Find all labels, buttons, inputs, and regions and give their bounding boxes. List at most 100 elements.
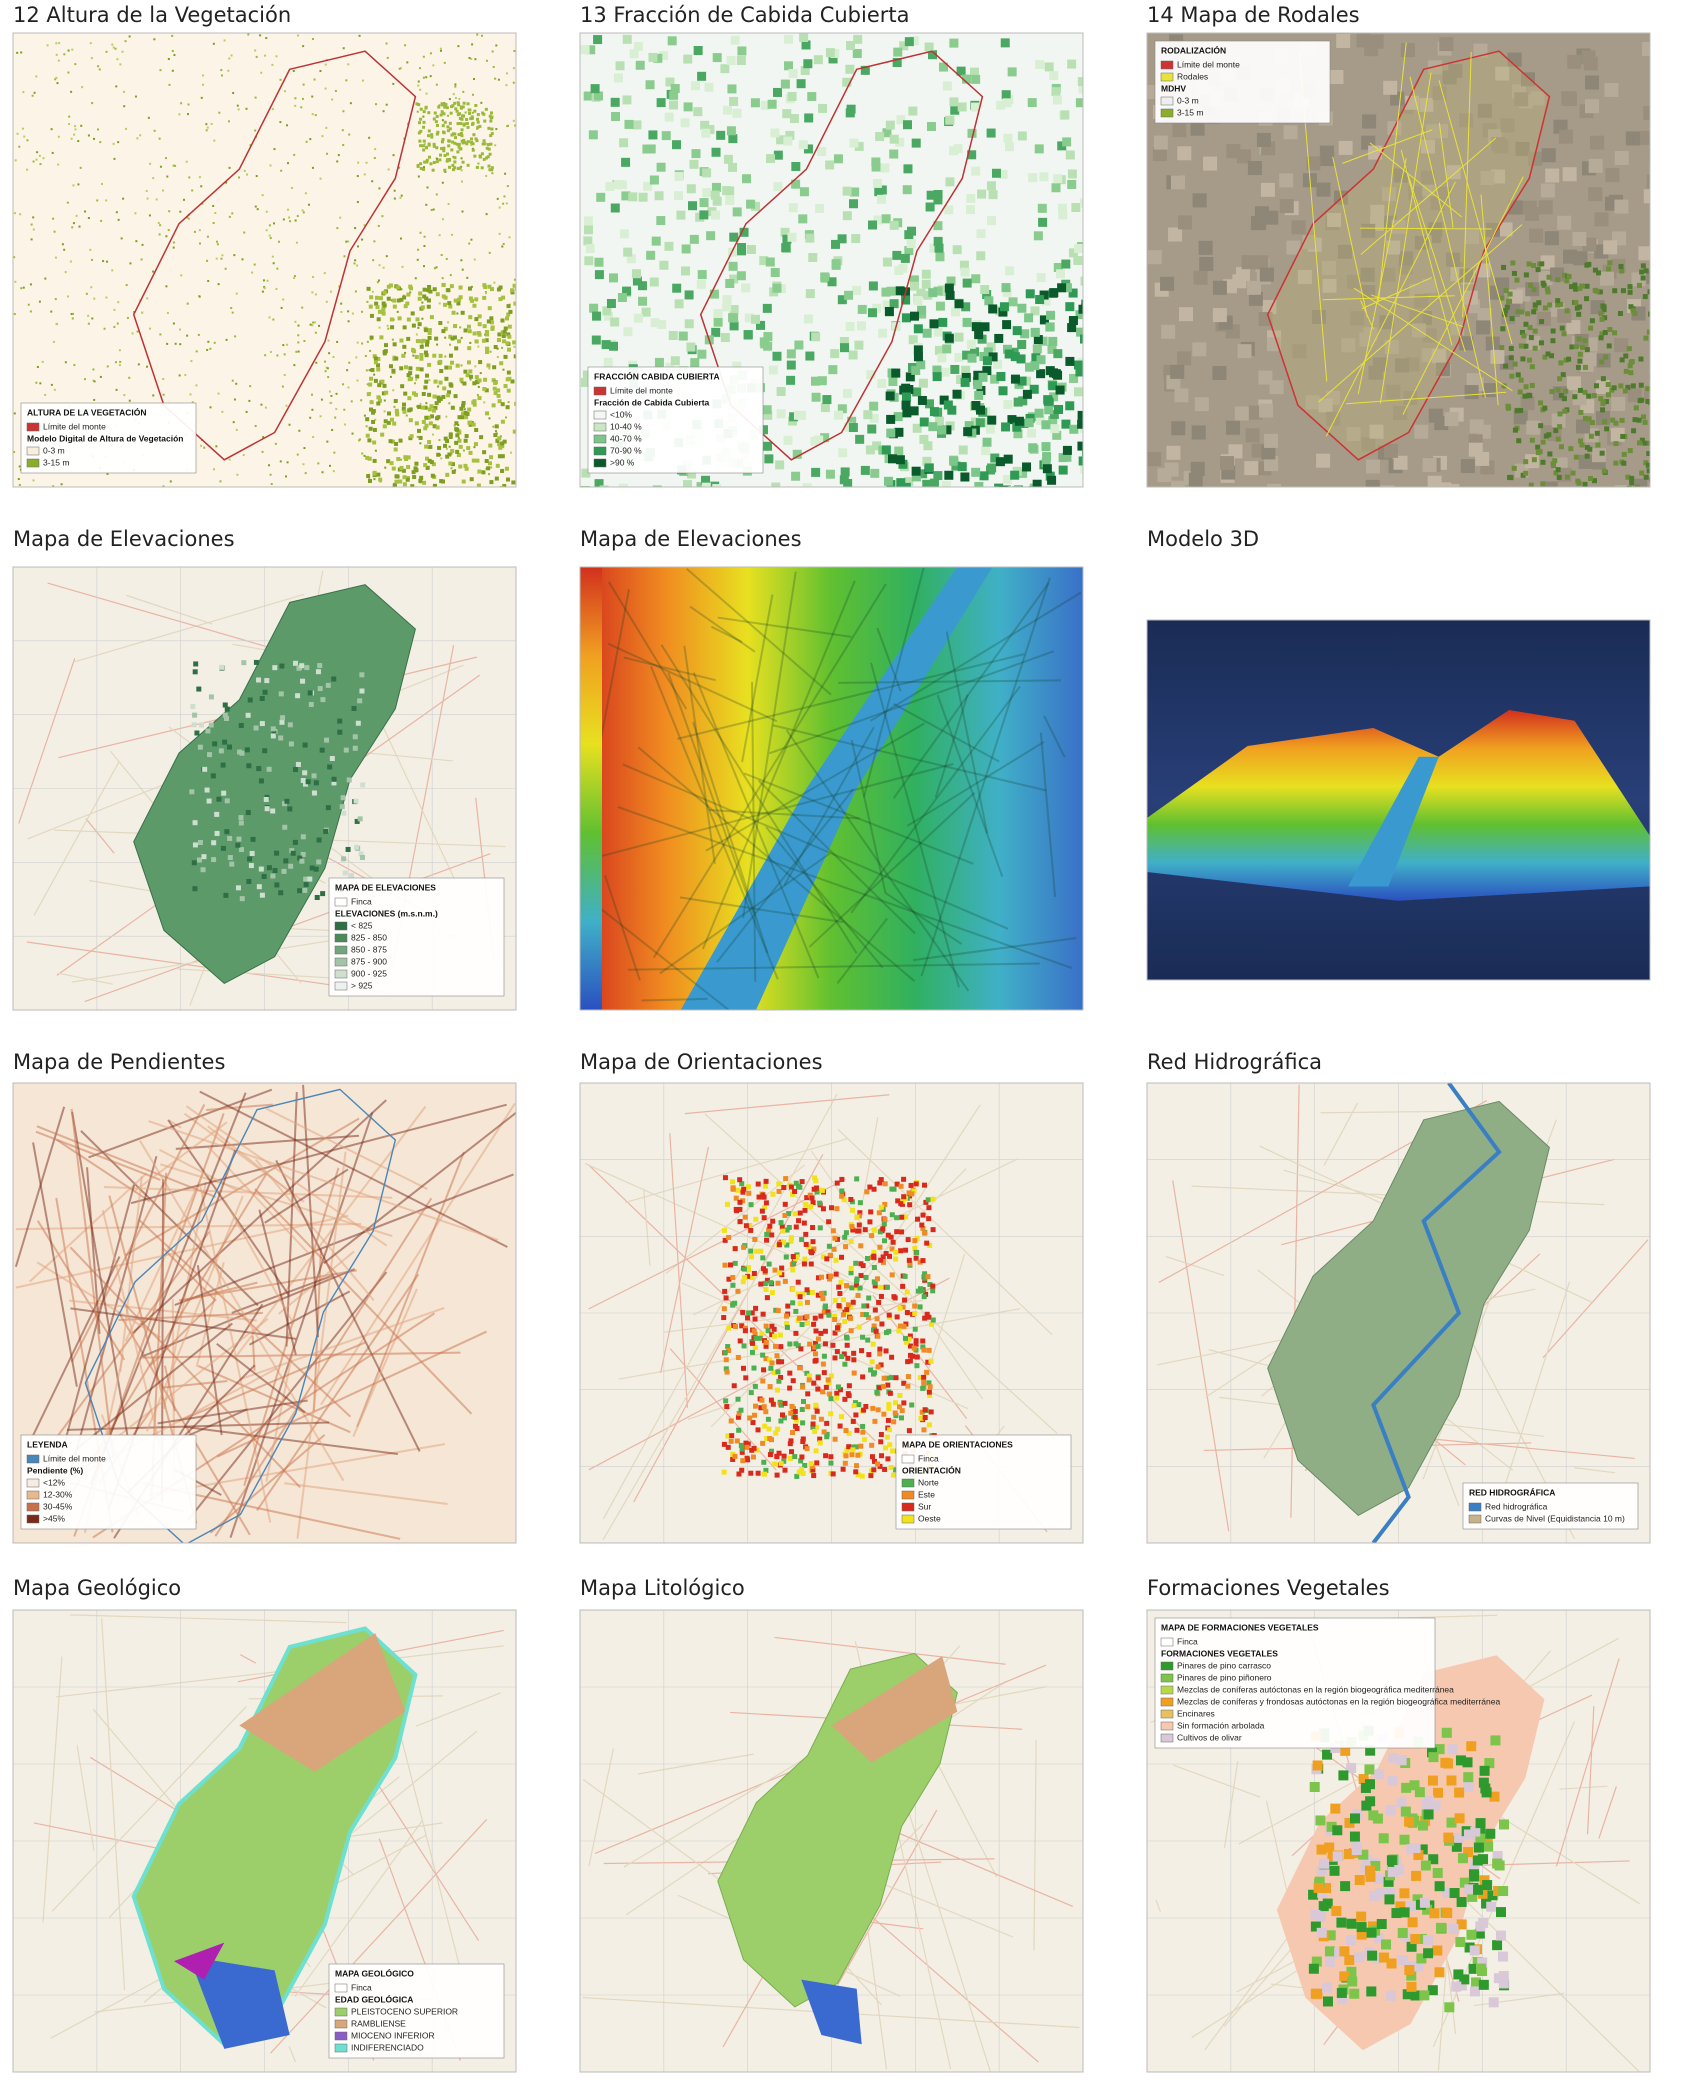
cell bbox=[1013, 397, 1023, 407]
cell bbox=[1516, 438, 1522, 444]
legend-label: 70-90 % bbox=[610, 445, 642, 455]
road bbox=[239, 1654, 257, 1664]
cell bbox=[796, 1218, 802, 1224]
cell bbox=[314, 331, 317, 334]
cell bbox=[815, 1386, 821, 1392]
cell bbox=[294, 97, 297, 100]
cell bbox=[809, 1250, 815, 1256]
legend-swatch bbox=[901, 1478, 915, 1488]
cell bbox=[494, 424, 499, 429]
cell bbox=[382, 110, 385, 113]
map-frame bbox=[12, 1082, 517, 1544]
cell bbox=[506, 332, 511, 337]
cell bbox=[726, 126, 736, 136]
cell bbox=[725, 1344, 731, 1350]
cell bbox=[1048, 416, 1058, 426]
cell bbox=[998, 169, 1008, 179]
cell bbox=[1490, 1735, 1501, 1746]
legend-heading: ELEVACIONES (m.s.n.m.) bbox=[335, 908, 438, 918]
cell bbox=[450, 405, 455, 410]
cell bbox=[804, 1446, 810, 1452]
cell bbox=[488, 473, 491, 476]
cell bbox=[746, 199, 756, 209]
cell bbox=[1350, 311, 1365, 326]
cell bbox=[851, 1370, 857, 1376]
cell bbox=[489, 119, 493, 123]
cell bbox=[504, 172, 507, 175]
cell bbox=[827, 1391, 833, 1397]
cell bbox=[438, 396, 443, 401]
cell bbox=[781, 1453, 787, 1459]
cell bbox=[290, 850, 296, 856]
cell bbox=[502, 439, 507, 444]
cell bbox=[768, 1365, 774, 1371]
cell bbox=[846, 1444, 852, 1450]
cell bbox=[313, 78, 316, 81]
cell bbox=[1058, 465, 1068, 475]
cell bbox=[488, 417, 491, 420]
cell bbox=[457, 45, 460, 48]
cell bbox=[194, 730, 200, 736]
cell bbox=[1538, 340, 1544, 346]
cell bbox=[425, 160, 429, 164]
cell bbox=[456, 122, 460, 126]
cell bbox=[844, 1447, 850, 1453]
cell bbox=[586, 45, 596, 55]
cell bbox=[373, 157, 376, 160]
cell bbox=[377, 279, 380, 282]
cell bbox=[455, 142, 459, 146]
cell bbox=[848, 423, 858, 433]
cell bbox=[1010, 374, 1020, 384]
cell bbox=[861, 1437, 867, 1443]
cell bbox=[871, 1249, 877, 1255]
cell bbox=[27, 303, 30, 306]
cell bbox=[452, 168, 456, 172]
cell bbox=[457, 438, 462, 443]
cell bbox=[803, 59, 813, 69]
cell bbox=[18, 465, 21, 468]
cell bbox=[903, 1339, 909, 1345]
cell bbox=[1226, 144, 1241, 159]
cell bbox=[472, 303, 477, 308]
cell bbox=[387, 411, 392, 416]
cell bbox=[1633, 405, 1639, 411]
cell bbox=[975, 418, 985, 428]
cell bbox=[422, 148, 426, 152]
cell bbox=[788, 1238, 794, 1244]
stand bbox=[1353, 287, 1513, 392]
cell bbox=[762, 303, 772, 313]
cell bbox=[467, 329, 472, 334]
cell bbox=[166, 312, 169, 315]
cell bbox=[185, 160, 188, 163]
cell bbox=[782, 1400, 788, 1406]
cell bbox=[1618, 263, 1624, 269]
cell bbox=[1024, 313, 1034, 323]
cell bbox=[788, 1410, 794, 1416]
cell bbox=[427, 284, 432, 289]
cell bbox=[397, 166, 400, 169]
cell bbox=[187, 103, 190, 106]
cell bbox=[1055, 385, 1065, 395]
cell bbox=[809, 1464, 815, 1470]
cell bbox=[621, 157, 631, 167]
cell bbox=[1077, 441, 1083, 451]
cell bbox=[13, 451, 16, 454]
cell bbox=[1329, 70, 1344, 85]
cell bbox=[326, 152, 329, 155]
cell bbox=[89, 248, 92, 251]
cell bbox=[1060, 110, 1070, 120]
cell bbox=[199, 242, 202, 245]
cell bbox=[116, 322, 119, 325]
cell bbox=[1037, 203, 1047, 213]
cell bbox=[1394, 358, 1409, 373]
cell bbox=[248, 399, 251, 402]
road bbox=[1172, 1764, 1261, 1798]
cell bbox=[511, 480, 516, 485]
cell bbox=[1549, 267, 1564, 282]
map-panel: Mapa Litológico bbox=[579, 1576, 1084, 2073]
legend-label: Límite del monte bbox=[610, 385, 673, 395]
cell bbox=[765, 1416, 771, 1422]
cell bbox=[443, 326, 448, 331]
cell bbox=[450, 467, 453, 470]
cell bbox=[501, 334, 506, 339]
